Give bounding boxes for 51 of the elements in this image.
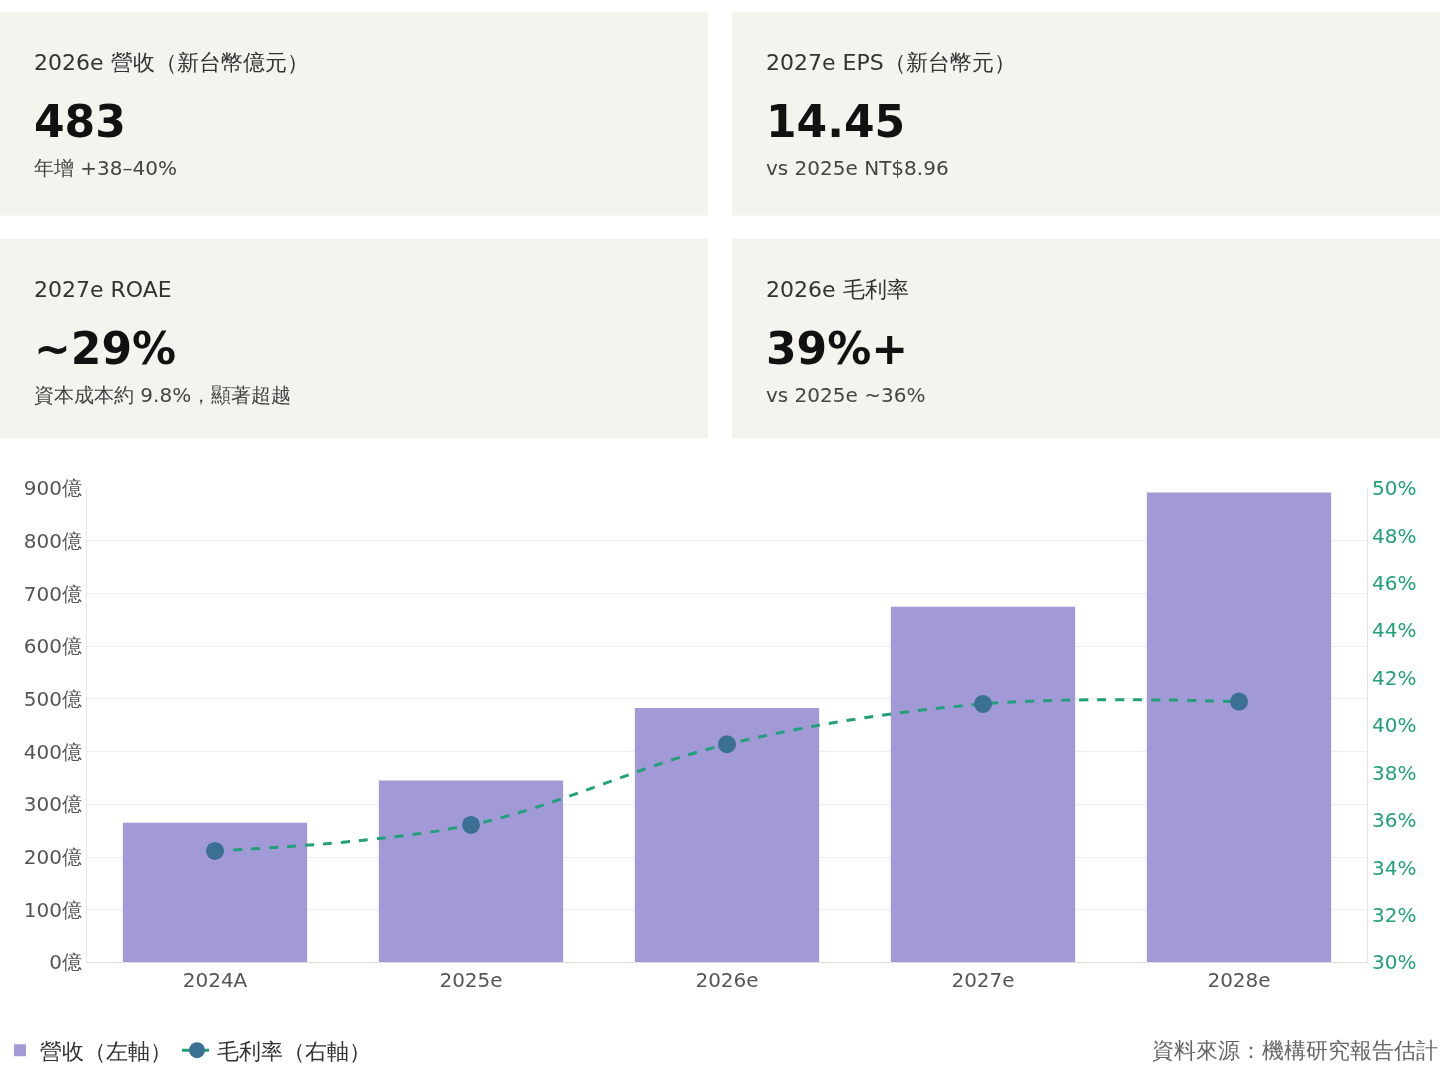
bar (378, 780, 564, 963)
y-tick-label: 300億 (23, 792, 82, 817)
text: 14.45 (766, 96, 906, 147)
point (718, 735, 736, 754)
text: 資本成本約 9.8%，顯著超越 (34, 383, 292, 407)
y-tick-label: 400億 (23, 739, 82, 764)
y-tick-label: 0億 (49, 950, 82, 975)
x-tick-label: 2024A (182, 968, 248, 993)
text: 年增 +38–40% (34, 156, 178, 180)
bar (122, 822, 308, 963)
x-tick-label: 2027e (951, 968, 1015, 993)
y-tick-label: 800億 (23, 528, 82, 553)
bar (634, 707, 820, 963)
x-tick-label: 2028e (1207, 968, 1271, 993)
text: 2026e 毛利率 (766, 277, 909, 302)
y-tick-label: 700億 (23, 581, 82, 606)
y2-tick-label: 44% (1372, 618, 1417, 643)
point (1230, 692, 1248, 711)
x-tick-label: 2026e (695, 968, 759, 993)
y2-tick-label: 30% (1372, 950, 1417, 975)
bar (1146, 492, 1332, 963)
text: 2027e EPS（新台幣元） (766, 50, 1016, 75)
y-tick-label: 600億 (23, 634, 82, 659)
source-note: 資料來源：機構研究報告估計 (1152, 1038, 1438, 1063)
y-tick-label: 100億 (23, 897, 82, 922)
text: ~29% (34, 323, 177, 374)
y2-tick-label: 46% (1372, 571, 1417, 596)
y-tick-label: 500億 (23, 686, 82, 711)
y2-tick-label: 48% (1372, 523, 1417, 548)
x-tick-label: 2025e (439, 968, 503, 993)
legend-label: 毛利率（右軸） (217, 1038, 371, 1064)
y2-tick-label: 34% (1372, 855, 1417, 880)
text: 2026e 營收（新台幣億元） (34, 50, 309, 75)
y2-tick-label: 38% (1372, 760, 1417, 785)
point (206, 841, 224, 860)
legend-label: 營收（左軸） (40, 1038, 172, 1064)
text: vs 2025e NT$8.96 (766, 156, 949, 180)
text: 39%+ (766, 323, 909, 374)
point (974, 694, 992, 713)
text: 2027e ROAE (34, 277, 172, 302)
y2-tick-label: 36% (1372, 808, 1417, 833)
text: vs 2025e ~36% (766, 383, 926, 407)
y2-tick-label: 42% (1372, 665, 1417, 690)
bar (890, 606, 1076, 963)
text: 483 (34, 96, 126, 147)
y-tick-label: 200億 (23, 845, 82, 870)
y2-tick-label: 32% (1372, 902, 1417, 927)
y2-tick-label: 40% (1372, 713, 1417, 738)
y-tick-label: 900億 (23, 476, 82, 501)
y2-tick-label: 50% (1372, 476, 1417, 501)
point (462, 815, 480, 834)
